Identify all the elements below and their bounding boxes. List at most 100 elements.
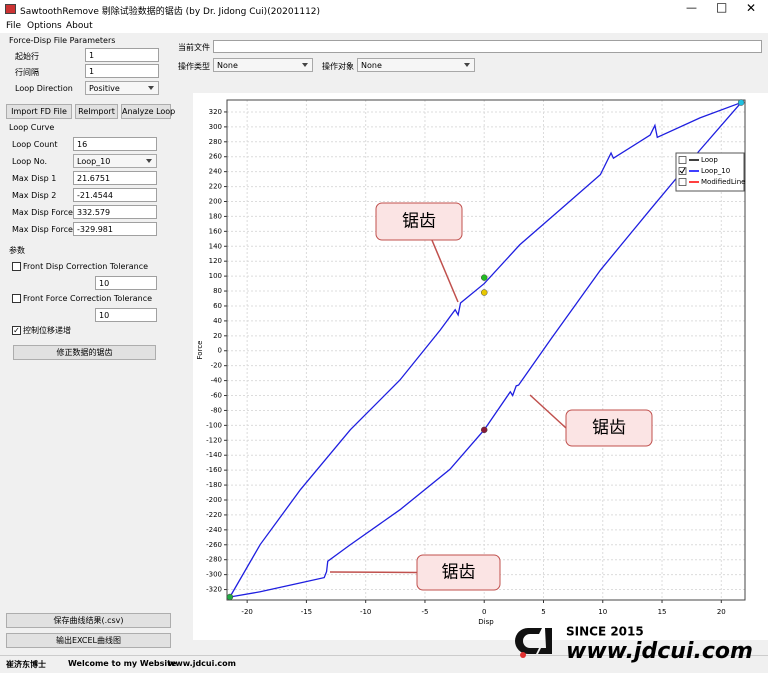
status-text: www.jdcui.com	[168, 659, 236, 668]
y-tick-label: -220	[206, 511, 222, 519]
op-type-select[interactable]: None	[213, 58, 313, 72]
y-tick-label: -100	[206, 421, 222, 429]
marker	[226, 593, 234, 601]
field-input[interactable]: Loop_10	[73, 154, 157, 168]
field-label: Loop No.	[12, 157, 48, 166]
window-title: SawtoothRemove 剔除试验数据的锯齿 (by Dr. Jidong …	[20, 7, 321, 17]
y-tick-label: 0	[218, 347, 222, 355]
field-input[interactable]: -21.4544	[73, 188, 157, 202]
y-tick-label: -60	[211, 392, 222, 400]
y-tick-label: -260	[206, 541, 222, 549]
callout: 锯齿	[529, 394, 653, 447]
y-tick-label: 140	[209, 242, 222, 250]
field-input[interactable]: -329.981	[73, 222, 157, 236]
marker	[480, 289, 488, 296]
minimize[interactable]: —	[686, 1, 697, 14]
export-excel-button[interactable]: 输出EXCEL曲线图	[6, 633, 171, 648]
legend-label: Loop_10	[701, 167, 730, 175]
field-input[interactable]: 21.6751	[73, 171, 157, 185]
status-bar	[0, 655, 768, 673]
marker	[737, 99, 745, 106]
field-label: Max Disp 1	[12, 174, 57, 183]
analyze-button[interactable]: Analyze Loop	[121, 104, 175, 119]
y-tick-label: -20	[211, 362, 222, 370]
field-label: Loop Count	[12, 140, 58, 149]
checkbox-label: 控制位移递增	[23, 326, 71, 335]
field-input[interactable]: 332.579	[73, 205, 157, 219]
group-title: Loop Curve	[9, 123, 55, 132]
legend-label: ModifiedLine	[701, 178, 745, 186]
legend-check	[679, 167, 686, 174]
close[interactable]: ✕	[746, 1, 757, 15]
y-tick-label: 40	[213, 317, 222, 325]
menu-bar	[0, 19, 768, 33]
marker	[480, 274, 488, 281]
x-tick-label: -20	[241, 608, 252, 616]
checkbox-label: Front Disp Correction Tolerance	[23, 262, 149, 271]
menu-item[interactable]: File	[6, 21, 22, 31]
data-line	[229, 101, 742, 598]
x-tick-label: 0	[482, 608, 486, 616]
callout-text: 锯齿	[402, 212, 436, 232]
import-button[interactable]: Import FD File	[6, 104, 72, 119]
title-bar	[0, 0, 768, 19]
y-tick-label: -160	[206, 466, 222, 474]
field-input[interactable]: 16	[73, 137, 157, 151]
y-tick-label: 180	[209, 212, 222, 220]
group-title: 参数	[9, 246, 25, 255]
field-label: 当前文件	[178, 43, 210, 52]
op-target-select[interactable]: None	[357, 58, 475, 72]
callout-box	[565, 409, 653, 447]
field-label: Max Disp Force 2	[12, 225, 81, 234]
fix-button[interactable]: 修正数据的锯齿	[13, 345, 156, 360]
maximize[interactable]: □	[716, 0, 728, 14]
callout-pointer	[529, 394, 567, 429]
field-label: 操作类型	[178, 62, 210, 71]
x-tick-label: -5	[421, 608, 428, 616]
save-csv-button[interactable]: 保存曲线结果(.csv)	[6, 613, 171, 628]
field-label: Max Disp 2	[12, 191, 57, 200]
reimport-button[interactable]: ReImport	[75, 104, 118, 119]
watermark-site: www.jdcui.com	[566, 639, 753, 664]
y-tick-label: 20	[213, 332, 222, 340]
row-step-input[interactable]: 1	[85, 64, 159, 78]
y-axis-label: Force	[196, 341, 204, 360]
field-label: Max Disp Force 1	[12, 208, 81, 217]
watermark-logo	[515, 628, 552, 658]
x-tick-label: 20	[717, 608, 726, 616]
y-tick-label: 200	[209, 197, 222, 205]
checkbox[interactable]	[12, 294, 21, 303]
y-tick-label: -80	[211, 406, 222, 414]
x-axis-label: Disp	[478, 618, 494, 626]
callout-pointer	[431, 239, 459, 303]
callout: 锯齿	[329, 554, 501, 591]
start-row-input[interactable]: 1	[85, 48, 159, 62]
checkbox-label: Front Force Correction Tolerance	[23, 294, 153, 303]
loop-direction-select[interactable]: Positive	[85, 81, 159, 95]
file-input[interactable]	[213, 40, 762, 53]
disp-tolerance-input[interactable]: 10	[95, 276, 157, 290]
field-label: Loop Direction	[15, 84, 73, 93]
y-tick-label: -240	[206, 526, 222, 534]
field-label: 行间隔	[15, 68, 39, 77]
y-tick-label: 60	[213, 302, 222, 310]
checkbox[interactable]	[12, 262, 21, 271]
watermark-since: SINCE 2015	[566, 625, 644, 639]
y-tick-label: 300	[209, 123, 222, 131]
menu-item[interactable]: About	[66, 21, 93, 31]
y-tick-label: 80	[213, 287, 222, 295]
status-text: Welcome to my Website	[68, 659, 177, 668]
y-tick-label: 100	[209, 272, 222, 280]
legend-checkbox	[678, 178, 687, 186]
x-tick-label: 5	[541, 608, 545, 616]
menu-item[interactable]: Options	[27, 21, 62, 31]
y-tick-label: -300	[206, 571, 222, 579]
callout-pointer	[329, 571, 418, 574]
checkbox-checked[interactable]: ✓	[12, 326, 21, 335]
x-tick-label: -15	[301, 608, 312, 616]
y-tick-label: 220	[209, 183, 222, 191]
y-tick-label: -200	[206, 496, 222, 504]
force-tolerance-input[interactable]: 10	[95, 308, 157, 322]
y-tick-label: 120	[209, 257, 222, 265]
